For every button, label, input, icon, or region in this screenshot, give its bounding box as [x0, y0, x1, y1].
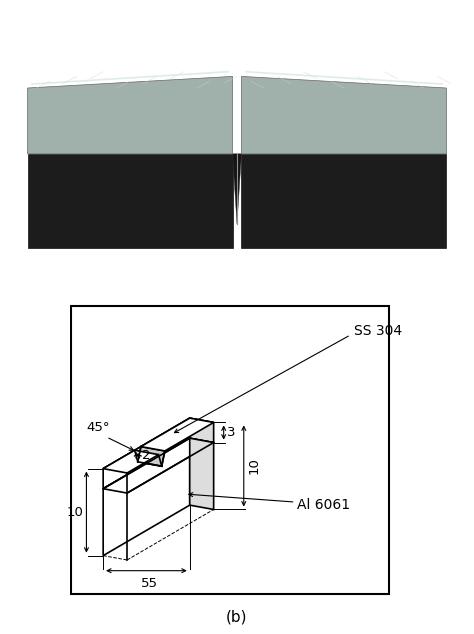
- Polygon shape: [103, 438, 214, 493]
- Polygon shape: [241, 154, 447, 248]
- Polygon shape: [103, 450, 159, 473]
- Text: 10: 10: [67, 506, 84, 519]
- Text: Al 6061: Al 6061: [297, 498, 350, 512]
- Polygon shape: [27, 154, 233, 248]
- Text: 45°: 45°: [86, 420, 109, 434]
- Polygon shape: [103, 418, 190, 489]
- Text: (b): (b): [226, 609, 248, 624]
- Polygon shape: [103, 418, 214, 473]
- Text: (a): (a): [227, 311, 247, 326]
- Polygon shape: [135, 450, 162, 466]
- Text: 10: 10: [247, 458, 260, 474]
- Polygon shape: [190, 418, 214, 443]
- Text: SS 304: SS 304: [354, 325, 402, 339]
- Polygon shape: [241, 77, 447, 154]
- Text: 3: 3: [227, 426, 236, 439]
- Polygon shape: [233, 154, 241, 224]
- Polygon shape: [27, 77, 233, 154]
- Polygon shape: [190, 438, 214, 510]
- Polygon shape: [103, 438, 190, 555]
- Text: 2: 2: [142, 449, 150, 462]
- Polygon shape: [138, 446, 165, 466]
- Polygon shape: [141, 418, 214, 451]
- Text: 55: 55: [141, 577, 158, 590]
